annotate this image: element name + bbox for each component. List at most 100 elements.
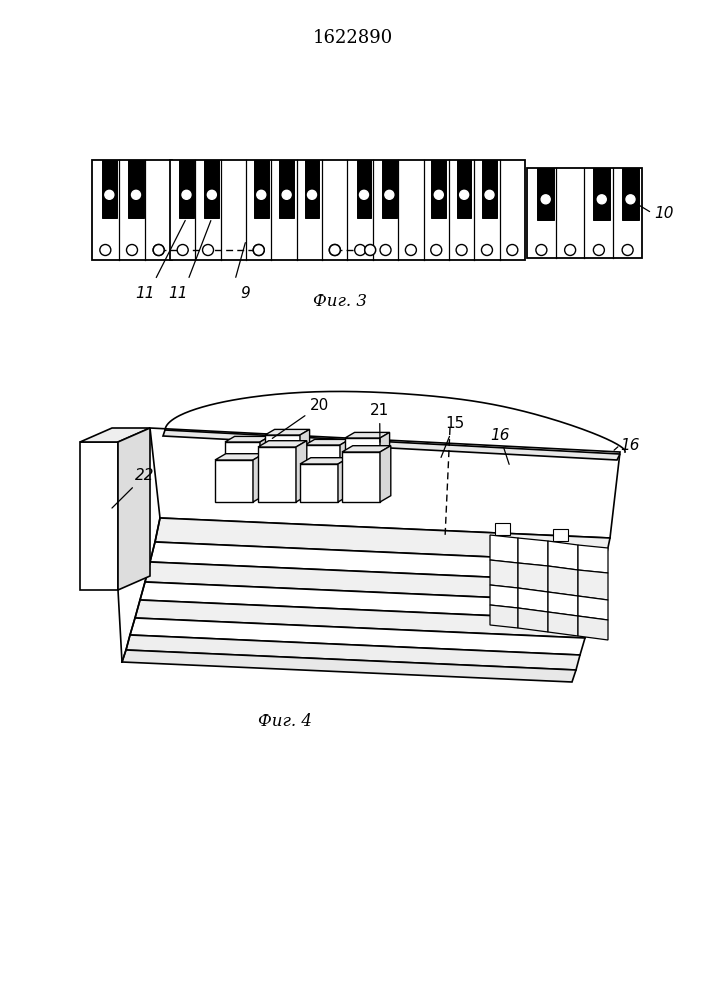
- Polygon shape: [345, 438, 380, 470]
- Text: Фиг. 3: Фиг. 3: [313, 294, 367, 310]
- Circle shape: [132, 190, 141, 199]
- Circle shape: [456, 244, 467, 255]
- Circle shape: [541, 195, 550, 204]
- Polygon shape: [338, 458, 349, 502]
- Circle shape: [207, 190, 216, 199]
- Text: 20: 20: [272, 398, 329, 438]
- Text: 15: 15: [441, 416, 464, 457]
- Polygon shape: [527, 168, 642, 258]
- Text: 9: 9: [240, 286, 250, 301]
- Polygon shape: [163, 430, 620, 460]
- Polygon shape: [122, 650, 576, 682]
- Polygon shape: [593, 168, 610, 220]
- Polygon shape: [258, 441, 307, 447]
- Text: Фиг. 4: Фиг. 4: [258, 714, 312, 730]
- Circle shape: [485, 190, 494, 199]
- Polygon shape: [80, 428, 150, 442]
- Text: 22: 22: [112, 468, 155, 508]
- Circle shape: [434, 190, 443, 199]
- Circle shape: [153, 244, 164, 255]
- Circle shape: [359, 190, 368, 199]
- Circle shape: [177, 244, 188, 255]
- Circle shape: [593, 244, 604, 255]
- Polygon shape: [340, 439, 349, 470]
- Polygon shape: [490, 585, 518, 608]
- Polygon shape: [345, 432, 390, 438]
- Circle shape: [282, 190, 291, 199]
- Circle shape: [507, 244, 518, 255]
- Polygon shape: [482, 160, 497, 218]
- Circle shape: [253, 244, 264, 255]
- Polygon shape: [537, 168, 554, 220]
- Polygon shape: [518, 538, 548, 566]
- Circle shape: [182, 190, 191, 199]
- Circle shape: [329, 244, 340, 255]
- Polygon shape: [253, 454, 264, 502]
- Polygon shape: [380, 432, 390, 470]
- Polygon shape: [457, 160, 472, 218]
- Polygon shape: [296, 441, 307, 502]
- Polygon shape: [179, 160, 194, 218]
- Polygon shape: [128, 160, 144, 218]
- Text: 11: 11: [168, 286, 188, 301]
- Circle shape: [100, 244, 111, 255]
- Polygon shape: [80, 442, 118, 590]
- Circle shape: [355, 244, 366, 255]
- Text: 16: 16: [620, 438, 640, 452]
- Polygon shape: [490, 560, 518, 588]
- Polygon shape: [305, 439, 349, 445]
- Polygon shape: [578, 570, 608, 600]
- Polygon shape: [92, 160, 172, 260]
- Text: 44: 44: [310, 504, 329, 520]
- Polygon shape: [380, 446, 391, 502]
- Circle shape: [622, 244, 633, 255]
- Polygon shape: [518, 588, 548, 612]
- Polygon shape: [622, 168, 639, 220]
- Polygon shape: [135, 600, 590, 638]
- Polygon shape: [215, 454, 264, 460]
- Polygon shape: [150, 428, 620, 538]
- Circle shape: [481, 244, 493, 255]
- Circle shape: [202, 244, 214, 255]
- Circle shape: [308, 190, 317, 199]
- Polygon shape: [300, 458, 349, 464]
- Polygon shape: [490, 535, 518, 563]
- Polygon shape: [150, 542, 605, 582]
- Circle shape: [257, 190, 266, 199]
- Circle shape: [431, 244, 442, 255]
- Polygon shape: [155, 518, 610, 562]
- Text: 16: 16: [490, 428, 510, 464]
- Circle shape: [405, 244, 416, 255]
- Polygon shape: [300, 464, 338, 502]
- Polygon shape: [170, 160, 525, 260]
- Polygon shape: [342, 452, 380, 502]
- Text: 21: 21: [370, 403, 390, 442]
- Circle shape: [565, 244, 575, 255]
- Polygon shape: [225, 436, 269, 442]
- Polygon shape: [265, 435, 300, 470]
- Polygon shape: [145, 562, 600, 602]
- Text: 11: 11: [135, 286, 155, 301]
- Circle shape: [536, 244, 547, 255]
- Polygon shape: [548, 592, 578, 616]
- Polygon shape: [260, 436, 269, 470]
- Polygon shape: [518, 563, 548, 592]
- Polygon shape: [548, 566, 578, 596]
- Circle shape: [380, 244, 391, 255]
- Polygon shape: [356, 160, 371, 218]
- Polygon shape: [518, 608, 548, 632]
- Polygon shape: [265, 429, 310, 435]
- Polygon shape: [130, 618, 585, 655]
- Circle shape: [253, 244, 264, 255]
- Polygon shape: [254, 160, 269, 218]
- Polygon shape: [305, 445, 340, 470]
- Polygon shape: [102, 160, 117, 218]
- Circle shape: [626, 195, 635, 204]
- Polygon shape: [279, 160, 294, 218]
- Circle shape: [127, 244, 137, 255]
- Text: 1622890: 1622890: [313, 29, 393, 47]
- Polygon shape: [225, 442, 260, 470]
- Polygon shape: [553, 529, 568, 541]
- Polygon shape: [548, 541, 578, 570]
- Polygon shape: [118, 428, 150, 590]
